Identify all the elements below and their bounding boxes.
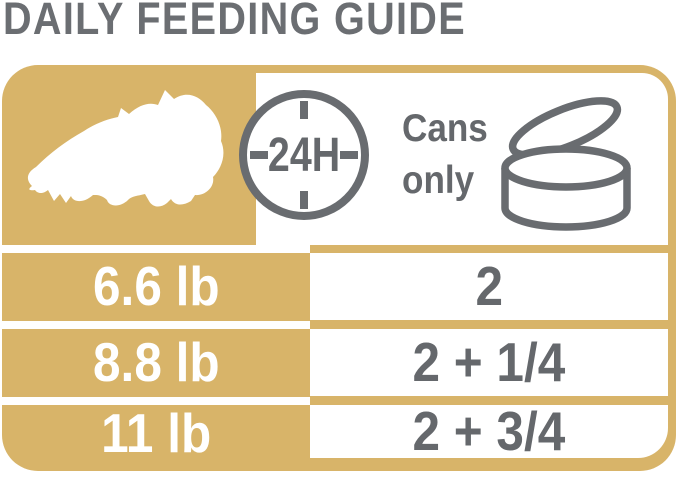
weight-cell-row2: 8.8 lb: [2, 329, 310, 396]
row-separator: [2, 245, 310, 253]
cans-amount-cell-row3: 2 + 3/4: [310, 400, 668, 462]
clock-24h-label: 24H: [267, 128, 341, 182]
cans-amount: 2 + 3/4: [412, 400, 566, 462]
cans-amount: 2 + 1/4: [412, 331, 566, 393]
page-title: DAILY FEEDING GUIDE: [3, 0, 466, 44]
cans-only-label: Cans only: [402, 103, 497, 207]
weight-label: 6.6 lb: [92, 255, 220, 317]
open-wet-food-can-icon: [501, 97, 631, 231]
cans-only-line2: only: [402, 159, 475, 202]
row-separator: [2, 321, 310, 329]
feeding-table: 24H Cans only 2 2 + 1/4 2 + 3/4: [2, 65, 676, 471]
weight-label: 8.8 lb: [92, 331, 220, 393]
cans-amount: 2: [475, 255, 503, 317]
weight-cell-row1: 6.6 lb: [2, 253, 310, 320]
row-separator: [2, 397, 310, 405]
cans-amount-cell-row2: 2 + 1/4: [310, 329, 668, 396]
cans-only-line1: Cans: [402, 107, 488, 150]
24h-clock-icon: 24H: [234, 85, 374, 225]
persian-cat-silhouette-icon: [27, 90, 224, 207]
weight-label: 11 lb: [100, 401, 212, 464]
weight-cell-row3: 11 lb: [2, 405, 310, 461]
cans-amount-cell-row1: 2: [310, 253, 668, 320]
